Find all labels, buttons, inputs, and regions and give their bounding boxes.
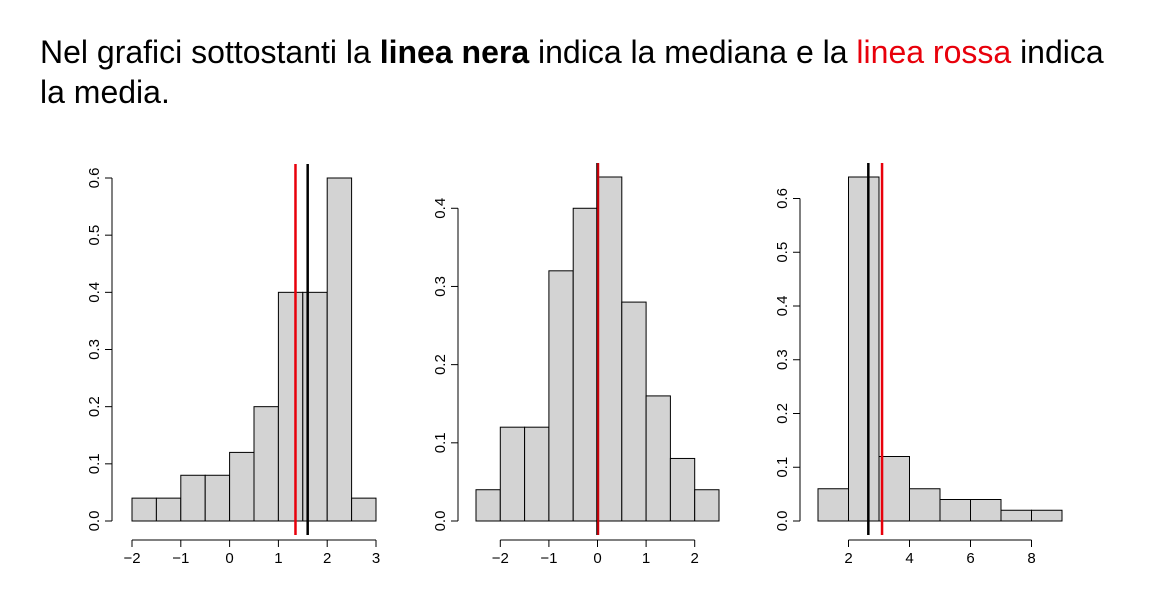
chart3-bar bbox=[1000, 509, 1032, 522]
chart1-x-tick-label: 3 bbox=[372, 550, 380, 567]
chart2-bar bbox=[475, 489, 501, 522]
chart2-bar bbox=[621, 301, 647, 522]
chart2-bar bbox=[572, 207, 599, 522]
chart1-bar bbox=[351, 497, 377, 522]
chart1-bar bbox=[253, 406, 279, 522]
chart1-y-tick-label: 0.5 bbox=[86, 225, 103, 246]
chart3-y-tick-label: 0.2 bbox=[774, 403, 791, 424]
chart1-y-tick-label: 0.2 bbox=[86, 396, 103, 417]
black-line-label: linea nera bbox=[379, 34, 530, 70]
chart3-bar bbox=[909, 488, 941, 522]
chart1-bar bbox=[277, 291, 304, 522]
chart1-x-tick-label: 2 bbox=[323, 550, 331, 567]
chart1-y-tick-label: 0.6 bbox=[86, 168, 103, 189]
chart1-bar bbox=[204, 474, 231, 522]
chart2-y-tick-label: 0.1 bbox=[432, 432, 449, 453]
chart3-bar bbox=[1031, 509, 1063, 522]
chart2-bar bbox=[499, 426, 526, 522]
chart1-y-tick-label: 0.3 bbox=[86, 339, 103, 360]
chart1-bar bbox=[155, 497, 182, 522]
chart3-bar bbox=[848, 176, 880, 522]
chart2-bar bbox=[669, 457, 696, 522]
chart3-x-tick-label: 2 bbox=[844, 550, 852, 567]
chart1-bar bbox=[180, 474, 206, 522]
chart2-bar bbox=[597, 176, 623, 522]
chart3-bar bbox=[970, 499, 1002, 522]
chart1-bar bbox=[131, 497, 157, 522]
chart2-bar bbox=[645, 395, 671, 522]
chart2-y-tick-label: 0.2 bbox=[432, 354, 449, 375]
chart1-bar bbox=[229, 451, 255, 522]
chart1-y-tick-label: 0.1 bbox=[86, 453, 103, 474]
explanation-text: Nel grafici sottostanti la linea nera in… bbox=[40, 32, 1120, 112]
red-line-label: linea rossa bbox=[856, 34, 1012, 70]
chart3-y-tick-label: 0.0 bbox=[774, 511, 791, 532]
chart1-bar bbox=[326, 177, 353, 522]
chart2-y-tick-label: 0.4 bbox=[432, 198, 449, 219]
chart2-x-tick-label: 0 bbox=[593, 550, 601, 567]
chart1-y-tick-label: 0.0 bbox=[86, 511, 103, 532]
chart2-bar bbox=[548, 270, 574, 522]
chart1-x-tick-label: −2 bbox=[123, 550, 140, 567]
chart3-x-tick-label: 8 bbox=[1027, 550, 1035, 567]
chart1-x-tick-label: 0 bbox=[225, 550, 233, 567]
chart3-y-tick-label: 0.5 bbox=[774, 242, 791, 263]
chart3-y-tick-label: 0.1 bbox=[774, 457, 791, 478]
heading-part-1: Nel grafici sottostanti la bbox=[40, 34, 380, 70]
chart2-x-tick-label: −1 bbox=[540, 550, 557, 567]
chart3-y-tick-label: 0.6 bbox=[774, 188, 791, 209]
heading-part-2: indica la mediana e la bbox=[529, 34, 857, 70]
chart3-y-tick-label: 0.4 bbox=[774, 296, 791, 317]
chart2-y-tick-label: 0.0 bbox=[432, 511, 449, 532]
chart2-x-tick-label: 1 bbox=[642, 550, 650, 567]
chart2-bar bbox=[524, 426, 550, 522]
chart2-x-tick-label: −2 bbox=[492, 550, 509, 567]
chart1-x-tick-label: −1 bbox=[172, 550, 189, 567]
chart2-x-tick-label: 2 bbox=[691, 550, 699, 567]
chart3-x-tick-label: 6 bbox=[966, 550, 974, 567]
chart3-bar bbox=[939, 499, 971, 522]
chart3-y-tick-label: 0.3 bbox=[774, 349, 791, 370]
chart2-bar bbox=[694, 489, 720, 522]
chart3-bar bbox=[878, 456, 910, 522]
chart2-y-tick-label: 0.3 bbox=[432, 276, 449, 297]
heading-part-3: indica la media. bbox=[40, 34, 1104, 110]
chart1-y-tick-label: 0.4 bbox=[86, 282, 103, 303]
chart3-bar bbox=[817, 488, 849, 522]
chart1-x-tick-label: 1 bbox=[274, 550, 282, 567]
chart3-x-tick-label: 4 bbox=[905, 550, 913, 567]
